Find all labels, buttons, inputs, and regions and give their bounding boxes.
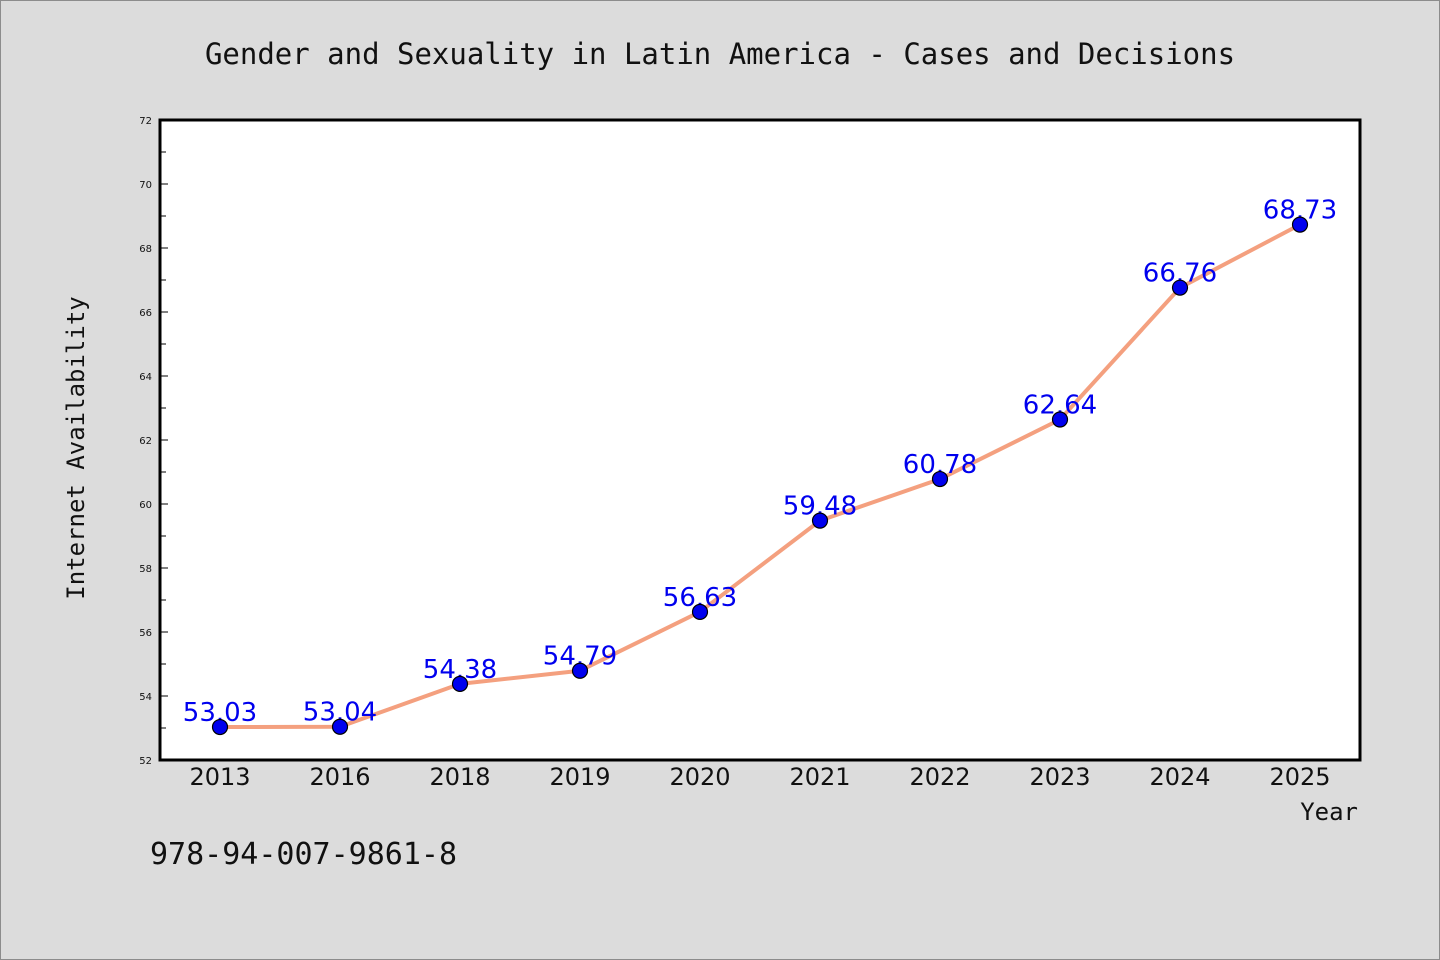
- y-axis-label: Internet Availability: [62, 296, 90, 599]
- data-point: [331, 718, 349, 735]
- x-tick-label: 2013: [189, 763, 250, 791]
- y-tick-label: 58: [139, 564, 152, 575]
- data-point: [811, 512, 829, 529]
- y-tick-label: 54: [139, 692, 152, 703]
- series-line: [219, 222, 1301, 730]
- y-tick-label: 70: [139, 180, 152, 191]
- x-tick-label: 2023: [1029, 763, 1090, 791]
- y-tick-label: 64: [139, 372, 152, 383]
- data-point: [451, 675, 469, 692]
- data-point: [1291, 216, 1309, 233]
- y-tick-label: 56: [139, 628, 152, 639]
- data-point: [1051, 411, 1069, 428]
- x-tick-label: 2020: [669, 763, 730, 791]
- footer-code: 978-94-007-9861-8: [150, 837, 457, 872]
- y-axis: 52 54 56 58 60 62 64 66 68 70 72: [139, 116, 168, 767]
- x-tick-label: 2022: [909, 763, 970, 791]
- data-point: [691, 603, 709, 620]
- x-tick-label: 2025: [1269, 763, 1330, 791]
- x-axis-label: Year: [1300, 798, 1358, 826]
- y-tick-label: 62: [139, 436, 152, 447]
- y-tick-label: 66: [139, 308, 152, 319]
- y-tick-label: 52: [139, 756, 152, 767]
- x-tick-label: 2024: [1149, 763, 1210, 791]
- data-point: [1171, 279, 1189, 296]
- data-point: [571, 662, 589, 679]
- x-tick-label: 2021: [789, 763, 850, 791]
- x-axis: 2013 2016 2018 2019 2020 2021 2022 2023 2024 2025: [189, 763, 1330, 791]
- chart-title: Gender and Sexuality in Latin America - …: [205, 37, 1235, 71]
- data-point: [931, 470, 949, 488]
- y-tick-label: 68: [139, 244, 152, 255]
- y-tick-label: 60: [139, 500, 152, 511]
- plot-area: [158, 118, 1362, 762]
- x-tick-label: 2016: [309, 763, 370, 791]
- data-point: [211, 718, 229, 736]
- x-tick-label: 2018: [429, 763, 490, 791]
- x-tick-label: 2019: [549, 763, 610, 791]
- y-tick-label: 72: [139, 116, 152, 127]
